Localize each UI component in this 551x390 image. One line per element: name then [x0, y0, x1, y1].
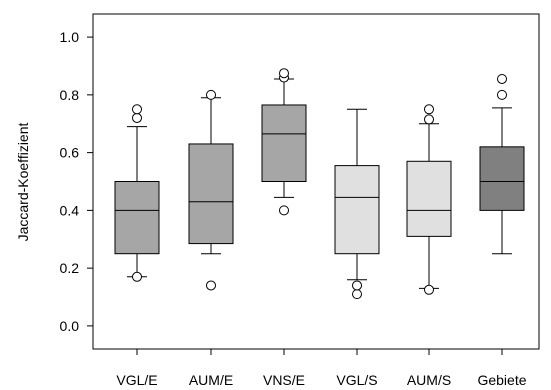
box-gebiete	[479, 73, 525, 255]
y-tick-label: 0.2	[60, 260, 80, 276]
outlier-point	[132, 271, 142, 282]
outlier-point	[279, 68, 289, 79]
y-axis-label: Jaccard-Koeffizient	[15, 122, 31, 241]
y-tick-label: 1.0	[60, 29, 80, 45]
outlier-point	[206, 280, 216, 291]
x-tick-label: VGL/S	[336, 372, 377, 388]
box-iqr	[261, 104, 307, 182]
box-vgl-s	[334, 108, 380, 300]
boxes-layer	[114, 68, 525, 300]
outlier-point	[352, 289, 362, 300]
outlier-point	[132, 104, 142, 115]
box-vgl-e	[114, 104, 160, 282]
box-aum-e	[188, 89, 234, 291]
box-aum-s	[406, 104, 452, 295]
outlier-point	[206, 89, 216, 100]
y-tick-label: 0.0	[60, 318, 80, 334]
box-vns-e	[261, 68, 307, 216]
y-tick-label: 0.6	[60, 145, 80, 161]
outlier-point	[424, 104, 434, 115]
x-tick-label: VNS/E	[263, 372, 305, 388]
box-iqr	[406, 160, 452, 237]
outlier-point	[132, 112, 142, 123]
x-tick-label: AUM/E	[189, 372, 233, 388]
y-axis: 0.0 0.2 0.4 0.6 0.8 1.0	[60, 29, 93, 334]
x-axis: VGL/E AUM/E VNS/E VGL/S AUM/S Gebiete	[116, 349, 527, 388]
outlier-point	[424, 114, 434, 125]
outlier-point	[279, 205, 289, 216]
x-tick-label: VGL/E	[116, 372, 157, 388]
x-tick-label: Gebiete	[477, 372, 526, 388]
box-iqr	[334, 165, 380, 255]
plot-frame	[92, 13, 540, 350]
outlier-point	[497, 89, 507, 100]
y-tick-label: 0.4	[60, 202, 80, 218]
outlier-point	[352, 280, 362, 291]
outlier-point	[424, 284, 434, 295]
box-iqr	[188, 143, 234, 245]
box-iqr	[114, 181, 160, 255]
x-tick-label: AUM/S	[407, 372, 451, 388]
box-iqr	[479, 146, 525, 211]
outlier-point	[497, 73, 507, 84]
y-tick-label: 0.8	[60, 87, 80, 103]
